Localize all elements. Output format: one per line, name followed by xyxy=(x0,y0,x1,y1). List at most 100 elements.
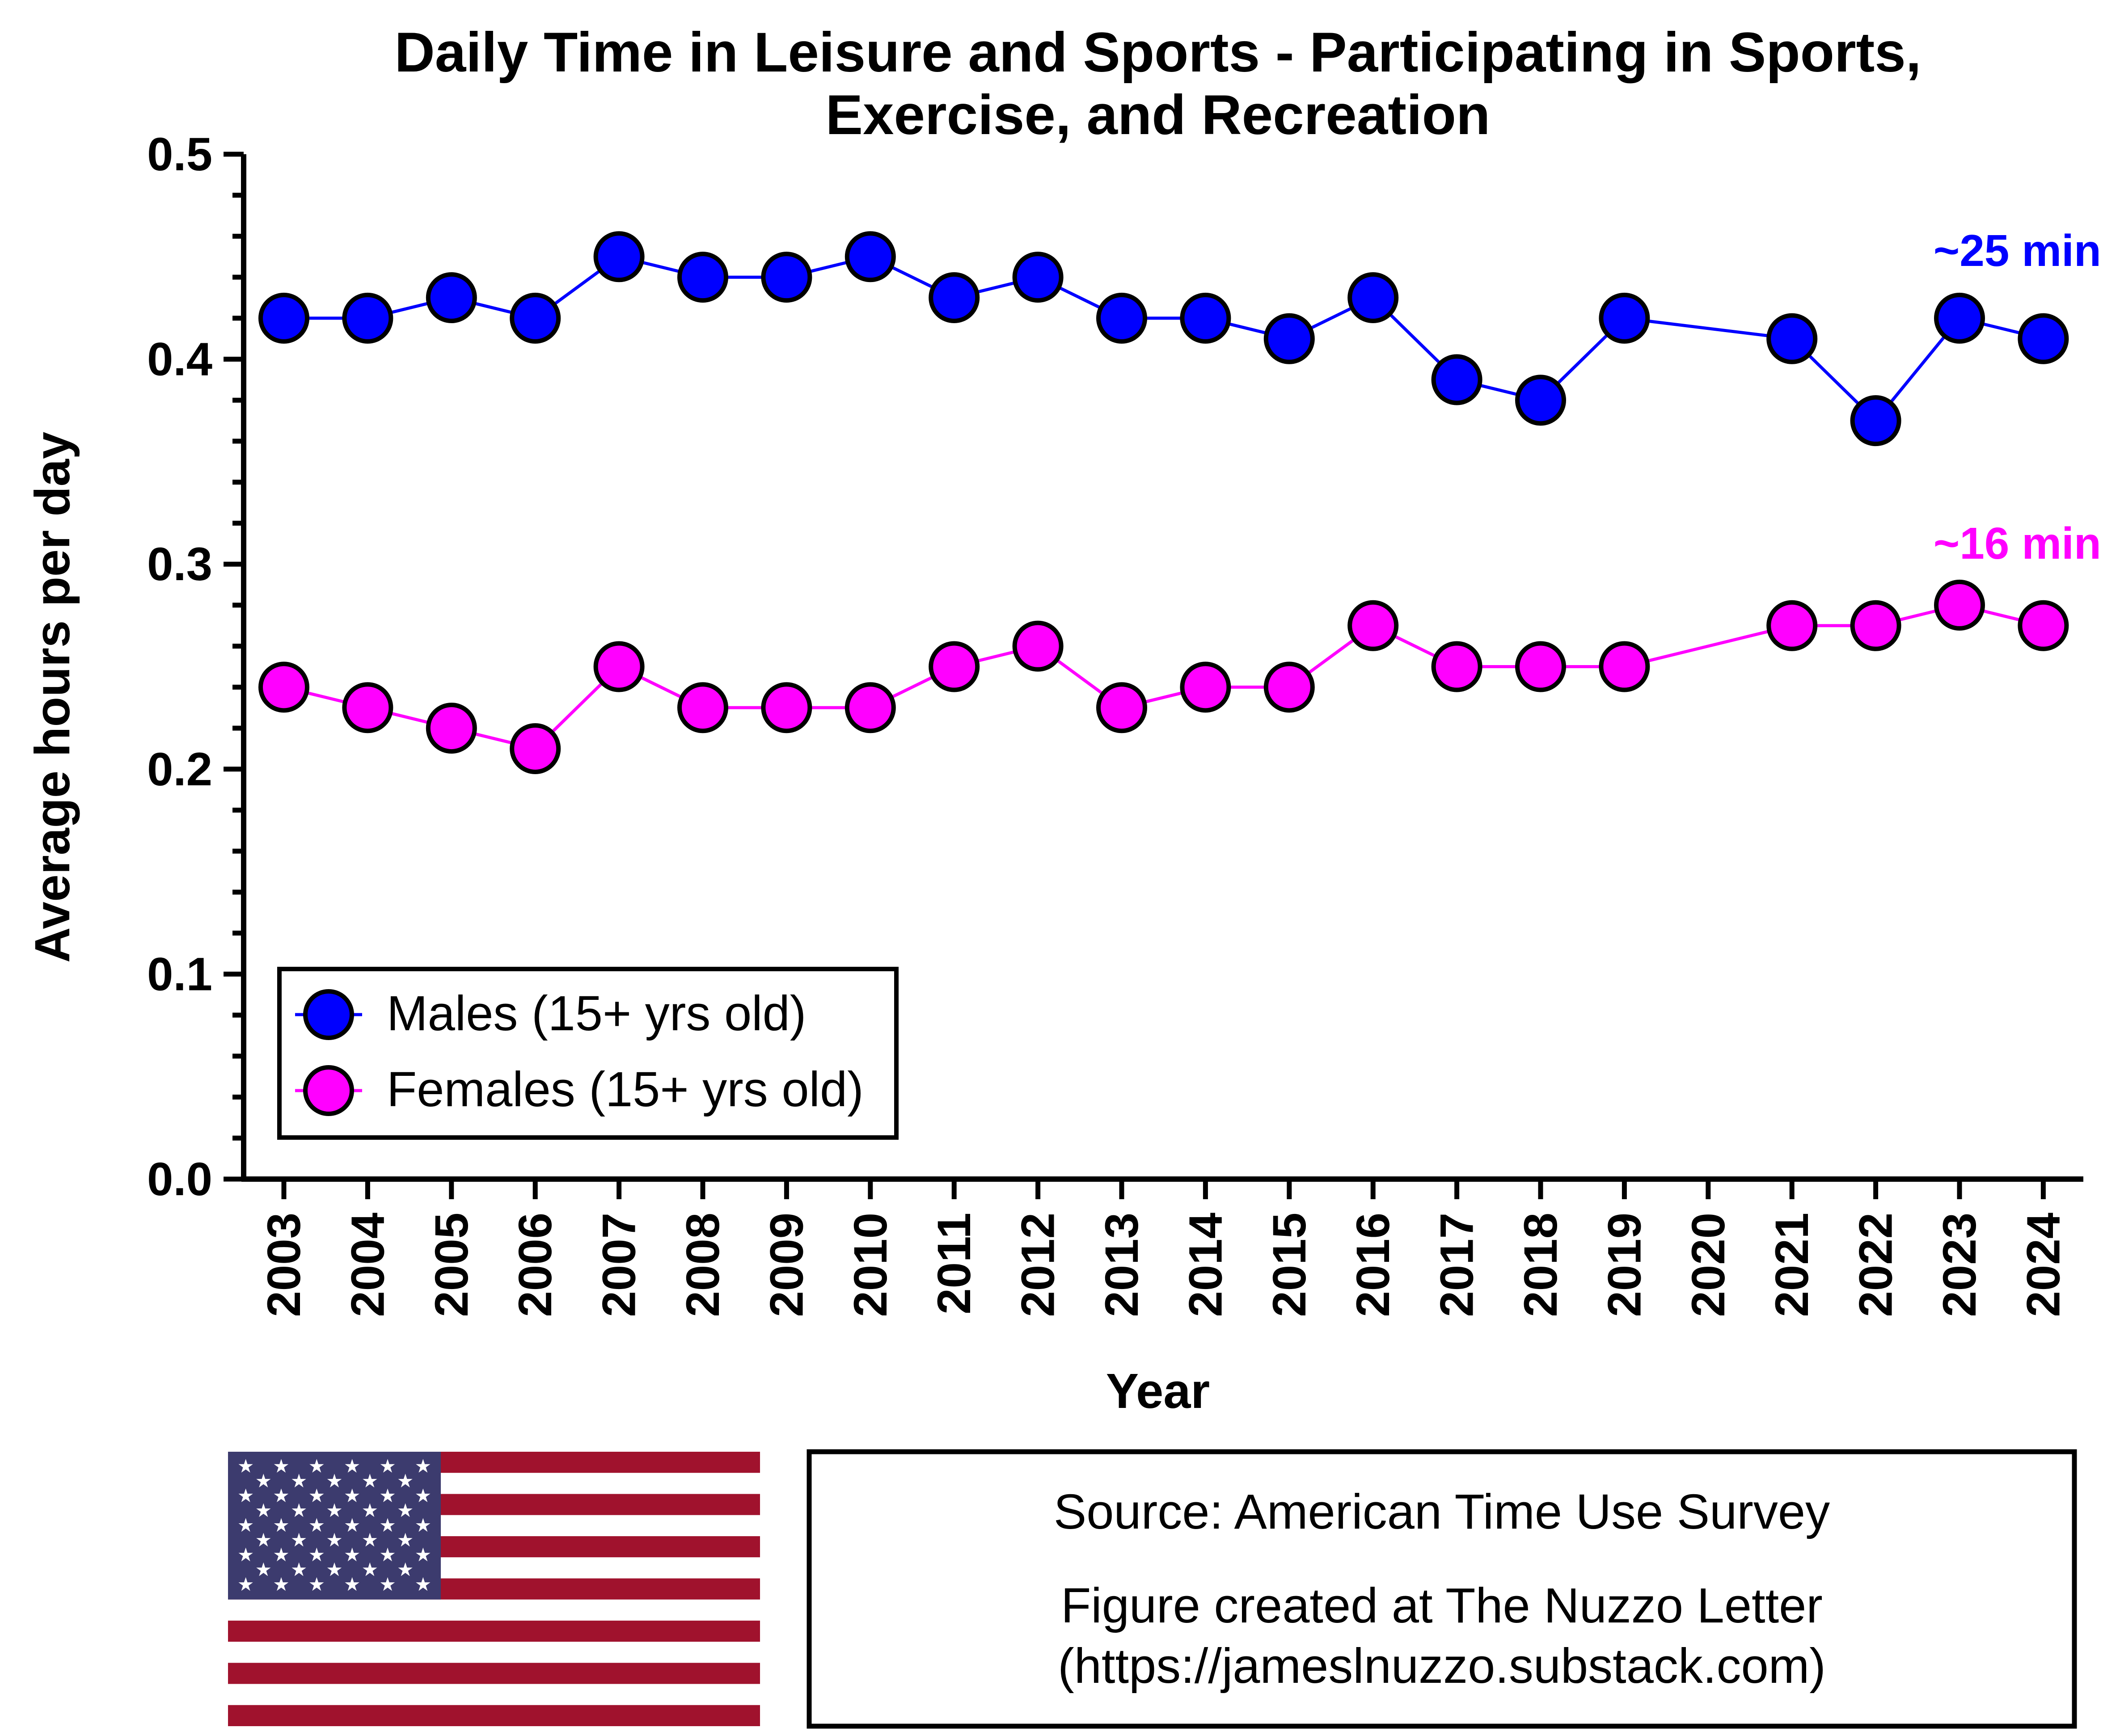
flag-star xyxy=(309,1459,324,1473)
data-point xyxy=(342,292,393,344)
chart-title-line-1: Daily Time in Leisure and Sports - Parti… xyxy=(394,21,1921,84)
data-point xyxy=(1096,292,1147,344)
x-tick-label: 2016 xyxy=(1347,1213,1399,1317)
flag-star xyxy=(256,1503,271,1517)
flag-star xyxy=(380,1459,395,1473)
flag-star xyxy=(398,1562,413,1576)
data-point xyxy=(426,272,477,324)
flag-star xyxy=(363,1503,377,1517)
data-point xyxy=(593,641,645,692)
y-tick-label: 0.0 xyxy=(147,1153,212,1205)
flag-star xyxy=(274,1488,289,1502)
flag-star xyxy=(398,1533,413,1547)
flag-star xyxy=(416,1488,431,1502)
data-point xyxy=(593,231,645,282)
data-point xyxy=(1934,579,1985,631)
x-tick-label: 2022 xyxy=(1850,1213,1902,1317)
data-point xyxy=(426,703,477,754)
credit-url: (https://jameslnuzzo.substack.com) xyxy=(1058,1639,1826,1694)
flag-star xyxy=(238,1459,253,1473)
x-tick-label: 2004 xyxy=(342,1213,394,1317)
flag-star xyxy=(380,1518,395,1532)
flag-star xyxy=(291,1503,306,1517)
data-point xyxy=(1599,292,1650,344)
flag-star xyxy=(256,1562,271,1576)
data-point xyxy=(510,292,561,344)
flag-star xyxy=(380,1577,395,1591)
flag-star xyxy=(380,1488,395,1502)
data-point xyxy=(1766,600,1818,651)
x-tick-label: 2011 xyxy=(928,1213,980,1315)
series-0 xyxy=(258,231,2069,447)
credit-line: Figure created at The Nuzzo Letter xyxy=(1061,1578,1823,1633)
flag-star xyxy=(309,1547,324,1562)
flag-star xyxy=(238,1577,253,1591)
data-point xyxy=(929,272,980,324)
flag-star xyxy=(345,1518,359,1532)
data-point xyxy=(1515,641,1566,692)
flag-star xyxy=(327,1533,342,1547)
data-point xyxy=(1347,272,1399,324)
legend-box xyxy=(277,967,899,1140)
flag-star xyxy=(291,1533,306,1547)
flag-star xyxy=(416,1577,431,1591)
x-tick-label: 2005 xyxy=(426,1213,478,1317)
y-axis-ticks: 0.0 0.1 0.2 0.3 0.4 0.5 xyxy=(147,128,244,1205)
x-axis-ticks: 2003 2004 2005 2006 2007 2008 2009 2010 2011 2012… xyxy=(258,1179,2069,1317)
data-point xyxy=(2018,313,2069,364)
y-axis-title: Average hours per day xyxy=(25,432,80,963)
flag-star xyxy=(345,1577,359,1591)
flag-star xyxy=(291,1474,306,1487)
flag-star xyxy=(416,1547,431,1562)
flag-star xyxy=(309,1577,324,1591)
data-point xyxy=(1347,600,1399,651)
flag-star xyxy=(274,1459,289,1473)
source-line: Source: American Time Use Survey xyxy=(1054,1484,1830,1539)
data-point xyxy=(258,662,309,713)
x-tick-label: 2014 xyxy=(1179,1213,1232,1317)
data-point xyxy=(761,252,812,303)
data-point xyxy=(1850,395,1901,447)
data-point xyxy=(342,682,393,733)
x-axis-title: Year xyxy=(1106,1364,1210,1419)
data-point xyxy=(1431,641,1482,692)
females-end-label: ~16 min xyxy=(1934,518,2101,569)
flag-star xyxy=(416,1518,431,1532)
x-tick-label: 2012 xyxy=(1012,1213,1064,1317)
flag-star xyxy=(309,1518,324,1532)
data-point xyxy=(1515,375,1566,426)
source-box-frame xyxy=(807,1449,2077,1729)
flag-star xyxy=(327,1562,342,1576)
flag-stripe xyxy=(228,1663,760,1684)
flag-star xyxy=(416,1459,431,1473)
x-tick-label: 2008 xyxy=(677,1213,729,1317)
legend-label-females: Females (15+ yrs old) xyxy=(387,1062,864,1117)
data-point xyxy=(1934,292,1985,344)
x-tick-label: 2009 xyxy=(760,1213,813,1317)
data-point xyxy=(1766,313,1818,364)
series-layer xyxy=(258,231,2069,774)
x-tick-label: 2010 xyxy=(845,1213,897,1317)
flag-star xyxy=(398,1503,413,1517)
data-point xyxy=(845,682,896,733)
x-tick-label: 2003 xyxy=(258,1213,310,1317)
data-point xyxy=(1599,641,1650,692)
data-point xyxy=(1180,662,1231,713)
data-point xyxy=(677,252,728,303)
flag-star xyxy=(345,1547,359,1562)
flag-star xyxy=(398,1474,413,1487)
legend: Males (15+ yrs old) Females (15+ yrs old… xyxy=(277,967,899,1140)
data-point xyxy=(1850,600,1901,651)
data-point xyxy=(1012,252,1064,303)
x-tick-label: 2020 xyxy=(1682,1213,1735,1317)
flag-star xyxy=(238,1547,253,1562)
x-tick-label: 2017 xyxy=(1431,1213,1483,1317)
x-tick-label: 2019 xyxy=(1598,1213,1651,1317)
data-point xyxy=(1180,292,1231,344)
x-tick-label: 2018 xyxy=(1515,1213,1567,1317)
y-tick-label: 0.1 xyxy=(147,948,212,1000)
flag-star xyxy=(345,1488,359,1502)
flag-star xyxy=(363,1533,377,1547)
x-tick-label: 2015 xyxy=(1263,1213,1316,1317)
